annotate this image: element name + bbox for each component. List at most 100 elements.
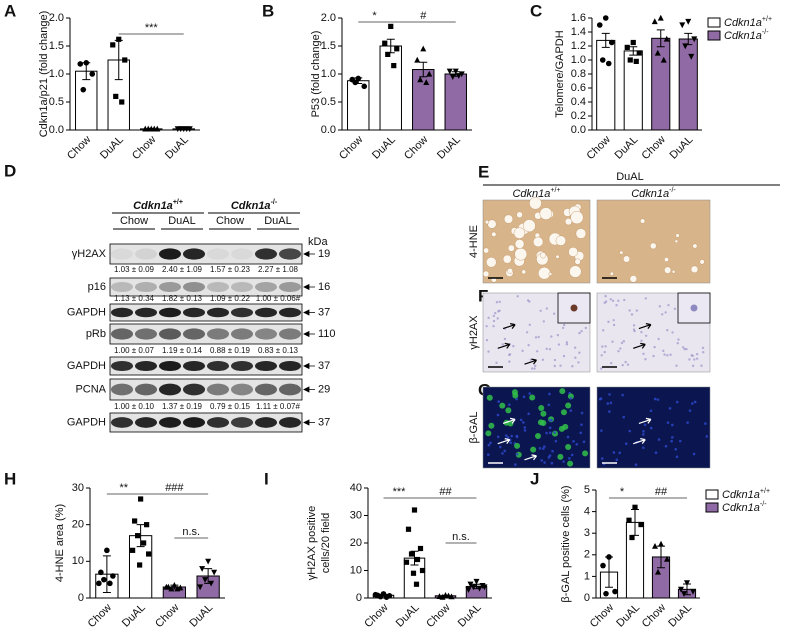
nucleus bbox=[578, 351, 581, 354]
nucleus bbox=[545, 431, 548, 435]
nucleus bbox=[579, 431, 583, 435]
y-tick-label: 20 bbox=[350, 537, 362, 549]
nucleus bbox=[700, 364, 703, 367]
genotype-label: Cdkn1a-/- bbox=[724, 29, 769, 42]
nucleus bbox=[624, 442, 628, 445]
nucleus bbox=[569, 409, 573, 412]
data-point bbox=[678, 586, 684, 593]
blot-band bbox=[134, 248, 158, 260]
data-point bbox=[420, 45, 427, 52]
nucleus bbox=[577, 361, 580, 364]
kda-value: 37 bbox=[318, 360, 330, 372]
y-tick-label: 0 bbox=[356, 592, 362, 604]
lipid-droplet bbox=[574, 258, 581, 265]
nucleus bbox=[671, 331, 674, 334]
y-tick-label: 2 bbox=[584, 549, 590, 561]
lipid-droplet bbox=[491, 231, 497, 237]
band-quantification: 2.40 ± 1.09 bbox=[162, 265, 203, 274]
blot-band bbox=[182, 248, 206, 260]
data-point bbox=[413, 581, 420, 587]
data-point bbox=[96, 580, 102, 587]
lipid-droplet bbox=[664, 266, 672, 274]
data-point bbox=[138, 496, 144, 502]
data-point bbox=[77, 61, 84, 67]
y-tick-label: 4 bbox=[584, 506, 590, 518]
blot-band bbox=[110, 328, 134, 340]
nucleus bbox=[541, 358, 545, 361]
y-axis-label: P53 (fold change) bbox=[310, 31, 322, 118]
data-point bbox=[465, 587, 472, 593]
genotype: -/- bbox=[271, 199, 278, 206]
y-tick-label: 0.6 bbox=[571, 82, 586, 94]
y-tick-label: 1.0 bbox=[571, 54, 586, 66]
data-point bbox=[352, 79, 359, 86]
y-tick-label: 0.5 bbox=[49, 96, 64, 108]
data-point bbox=[144, 522, 150, 528]
nucleus bbox=[632, 328, 636, 331]
arrow bbox=[524, 454, 537, 461]
nucleus bbox=[681, 346, 685, 349]
gene-name: Cdkn1a bbox=[631, 188, 669, 200]
x-tick-label: Chow bbox=[424, 602, 452, 630]
nucleus bbox=[573, 346, 577, 349]
nucleus bbox=[542, 447, 545, 450]
nucleus bbox=[574, 356, 577, 359]
nucleus bbox=[563, 323, 566, 327]
y-tick-label: 30 bbox=[350, 509, 362, 521]
error-bar bbox=[136, 524, 145, 548]
nucleus bbox=[612, 318, 615, 322]
significance-label: # bbox=[420, 10, 427, 22]
nucleus bbox=[644, 358, 647, 361]
y-tick-label: 0.5 bbox=[321, 96, 336, 108]
band-quantification: 1.09 ± 0.22 bbox=[210, 294, 251, 303]
nucleus bbox=[662, 349, 665, 353]
nucleus bbox=[607, 320, 610, 324]
blot-strip bbox=[109, 303, 303, 322]
nucleus bbox=[608, 410, 611, 413]
nucleus bbox=[669, 353, 672, 356]
blot-band bbox=[110, 417, 134, 428]
blot-strip bbox=[109, 323, 303, 345]
y-tick-label: 0.0 bbox=[49, 124, 64, 136]
lipid-droplet bbox=[514, 239, 525, 249]
nucleus bbox=[643, 423, 647, 427]
nucleus bbox=[566, 435, 570, 439]
nucleus bbox=[615, 458, 619, 462]
row-label: pRb bbox=[86, 328, 106, 340]
x-tick-label: Chow bbox=[640, 134, 668, 162]
data-point bbox=[636, 50, 642, 56]
legend-swatch bbox=[707, 17, 721, 28]
band-quantification: 2.27 ± 1.08 bbox=[258, 265, 299, 274]
nucleus bbox=[570, 453, 574, 457]
y-tick-label: 0.8 bbox=[571, 68, 586, 80]
blot-band bbox=[182, 360, 206, 372]
panel-letter: D bbox=[4, 161, 16, 180]
nucleus bbox=[550, 335, 553, 338]
beta-gal-signal bbox=[567, 393, 574, 400]
blot-band bbox=[182, 281, 206, 293]
blot-band bbox=[254, 248, 278, 260]
significance-label: *** bbox=[393, 486, 407, 498]
blot-band bbox=[158, 383, 182, 396]
data-point bbox=[110, 573, 116, 579]
kda-value: 16 bbox=[318, 281, 330, 293]
data-point bbox=[403, 559, 410, 565]
nucleus bbox=[691, 364, 695, 368]
genotype-label: Cdkn1a+/+ bbox=[133, 199, 183, 212]
nucleus bbox=[612, 451, 616, 454]
beta-gal-signal bbox=[560, 409, 567, 416]
nucleus bbox=[675, 400, 679, 404]
genotype-label: Cdkn1a-/- bbox=[231, 199, 278, 212]
genotype-label: Cdkn1a+/+ bbox=[722, 488, 770, 501]
nucleus bbox=[504, 434, 508, 437]
nucleus bbox=[678, 439, 682, 443]
data-point bbox=[408, 551, 415, 557]
genotype-label: Cdkn1a-/- bbox=[722, 501, 767, 514]
beta-gal-signal bbox=[562, 423, 569, 430]
stain-label: 4-HNE bbox=[468, 225, 480, 258]
arrow bbox=[638, 417, 652, 424]
data-point bbox=[612, 588, 618, 595]
lipid-droplet bbox=[503, 214, 514, 224]
band-quantification: 1.37 ± 0.19 bbox=[162, 402, 203, 411]
data-point bbox=[208, 580, 215, 587]
